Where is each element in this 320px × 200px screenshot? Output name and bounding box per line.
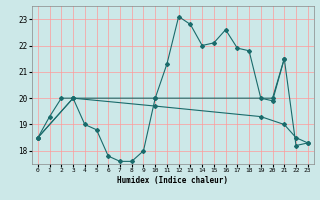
X-axis label: Humidex (Indice chaleur): Humidex (Indice chaleur)	[117, 176, 228, 185]
